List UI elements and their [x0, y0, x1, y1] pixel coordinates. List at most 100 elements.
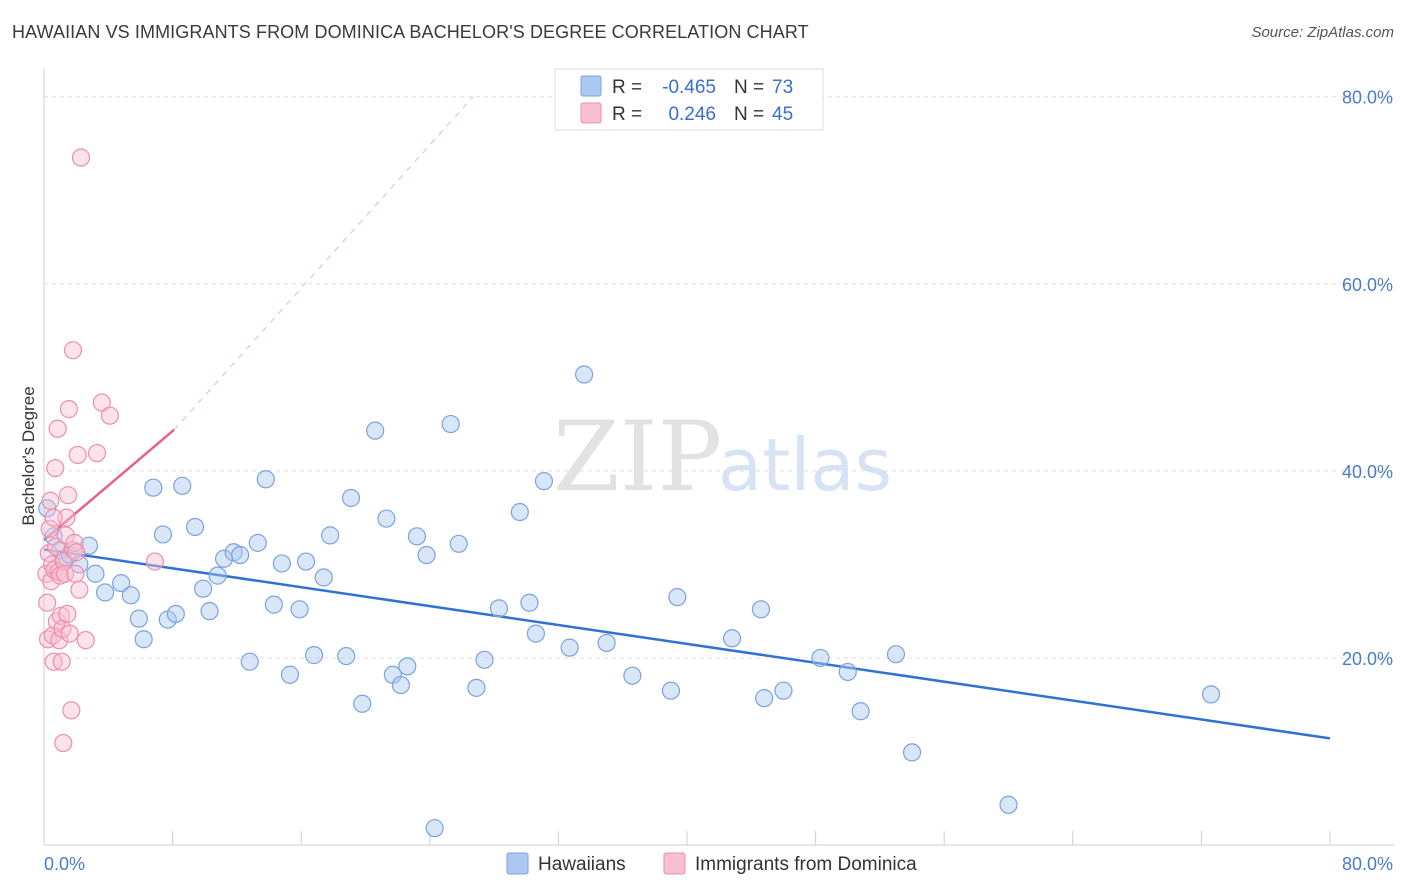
hawaiians-point-68 [851, 702, 870, 721]
tick-labels: 20.0% 40.0% 60.0% 80.0% 0.0% 80.0% [44, 88, 1393, 874]
trend-lines [43, 96, 1331, 740]
dominica-point-1 [38, 593, 57, 612]
dominica-point-18 [51, 606, 70, 625]
hawaiians-point-7 [86, 564, 105, 583]
hawaiians-point-26 [248, 533, 267, 552]
hawaiians-point-21 [208, 566, 227, 585]
hawaiians-point-60 [661, 681, 681, 700]
dominica-point-14 [48, 419, 67, 438]
hawaiians-point-12 [134, 630, 153, 649]
trend-line-2 [173, 96, 474, 431]
dominica-point-34 [66, 564, 85, 583]
hawaiians-point-19 [194, 579, 213, 598]
dominica-point-29 [60, 624, 79, 643]
hawaiians-point-32 [296, 552, 316, 571]
hawaiians-point-67 [838, 662, 857, 682]
dominica-point-21 [54, 733, 73, 753]
legend-n-value-blue: 73 [772, 77, 793, 98]
hawaiians-point-53 [520, 593, 539, 612]
legend-r-label-pink: R = [612, 104, 642, 125]
hawaiians-point-47 [441, 414, 460, 434]
hawaiians-point-57 [575, 365, 594, 384]
legend-swatch-pink [580, 102, 602, 124]
dominica-point-11 [46, 458, 65, 478]
dominica-point-28 [59, 400, 79, 419]
hawaiians-point-25 [240, 652, 259, 671]
watermark-zip: ZIP [553, 401, 722, 513]
hawaiians-point-72 [1201, 685, 1221, 704]
hawaiians-point-35 [321, 526, 340, 545]
y-tick-label-2: 60.0% [1342, 275, 1393, 295]
legend-n-label-pink: N = [734, 104, 764, 125]
hawaiians-point-70 [902, 743, 922, 762]
trend-line-0 [43, 548, 1331, 740]
dominica-point-42 [100, 406, 120, 425]
dominica-point-37 [70, 580, 89, 599]
hawaiians-point-50 [475, 650, 494, 669]
legend-r-label-blue: R = [612, 77, 642, 98]
dominica-point-35 [67, 543, 86, 562]
y-tick-label-0: 20.0% [1342, 649, 1393, 669]
y-tick-label-3: 80.0% [1342, 88, 1393, 108]
hawaiians-point-31 [290, 600, 309, 619]
legend: R = -0.465 N = 73 R = 0.246 N = 45 [554, 68, 824, 131]
hawaiians-point-51 [489, 599, 509, 618]
hawaiians-point-14 [153, 525, 173, 544]
dominica-point-16 [50, 631, 69, 650]
chart-title: HAWAIIAN VS IMMIGRANTS FROM DOMINICA BAC… [12, 22, 809, 42]
hawaiians-point-38 [353, 694, 372, 713]
dominica-point-36 [68, 445, 87, 465]
dominica-point-27 [59, 486, 78, 505]
bottom-legend: Hawaiians Immigrants from Dominica [506, 852, 917, 875]
legend-n-label-blue: N = [734, 77, 764, 98]
hawaiians-point-18 [186, 517, 205, 537]
legend-r-value-pink: 0.246 [668, 104, 716, 125]
dominica-point-43 [145, 552, 165, 571]
hawaiians-point-33 [304, 646, 324, 665]
dominica-point-38 [71, 148, 91, 167]
hawaiians-point-16 [166, 604, 185, 624]
hawaiians-point-28 [264, 595, 283, 614]
dominica-point-39 [76, 631, 95, 650]
legend-swatch-blue [580, 75, 602, 97]
bottom-legend-swatch-hawaiians [506, 852, 529, 875]
hawaiians-point-40 [377, 509, 396, 528]
dominica-point-3 [39, 544, 58, 563]
hawaiians-point-52 [510, 502, 529, 522]
watermark-atlas: atlas [718, 423, 892, 507]
hawaiians-point-54 [526, 624, 545, 643]
hawaiians-point-44 [407, 527, 427, 546]
hawaiians-points [38, 365, 1221, 838]
y-axis-label: Bachelor's Degree [19, 386, 38, 525]
dominica-point-23 [55, 564, 74, 583]
x-tick-label-1: 80.0% [1342, 854, 1393, 874]
hawaiians-point-37 [341, 488, 361, 508]
hawaiians-point-43 [398, 657, 417, 676]
x-tick-label-0: 0.0% [44, 854, 85, 874]
dominica-point-19 [52, 652, 71, 671]
dominica-point-26 [58, 604, 77, 624]
dominica-point-4 [40, 519, 59, 538]
legend-n-value-pink: 45 [772, 104, 793, 125]
hawaiians-point-48 [449, 534, 468, 553]
hawaiians-point-59 [623, 666, 642, 685]
hawaiians-point-64 [755, 689, 774, 708]
dominica-point-31 [63, 341, 83, 360]
axes [43, 68, 1394, 846]
hawaiians-point-56 [560, 638, 579, 657]
hawaiians-point-69 [886, 645, 906, 664]
dominica-point-33 [65, 533, 84, 552]
hawaiians-point-11 [129, 609, 148, 628]
hawaiians-point-10 [121, 586, 140, 605]
hawaiians-point-46 [425, 819, 444, 838]
hawaiians-point-13 [144, 478, 163, 497]
dominica-point-25 [57, 508, 76, 527]
hawaiians-point-66 [811, 648, 830, 668]
hawaiians-point-17 [173, 476, 192, 495]
dominica-point-30 [62, 701, 81, 720]
gridlines [44, 96, 1394, 659]
bottom-legend-swatch-dominica [663, 852, 686, 875]
hawaiians-point-62 [722, 629, 742, 648]
hawaiians-point-24 [231, 545, 250, 565]
